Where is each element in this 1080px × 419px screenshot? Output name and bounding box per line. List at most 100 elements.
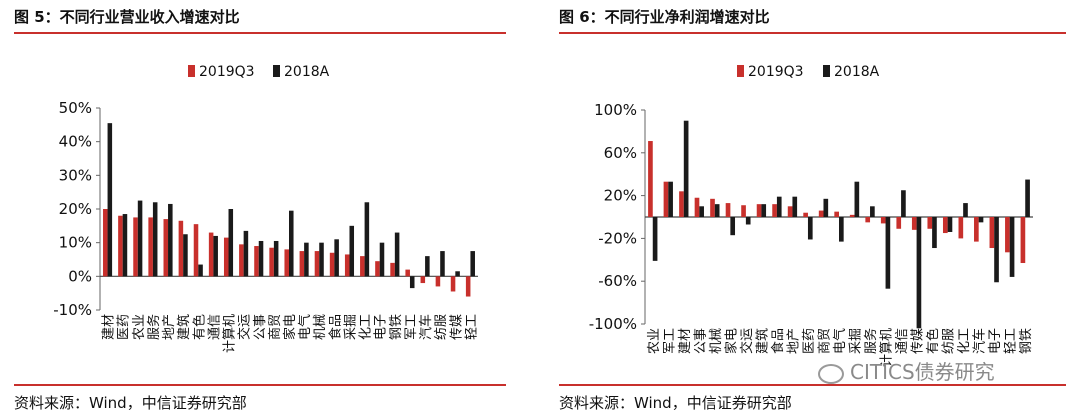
revenue-growth-chart: 2019Q3 2018A -10% 0% 10% 20% 30% 40% 50% 建材 医药 农业 服务… <box>53 64 479 353</box>
bar <box>163 219 169 277</box>
bar <box>420 276 426 284</box>
bar <box>942 217 948 234</box>
source-divider <box>14 384 506 386</box>
x-tick-label: 采掘 <box>343 314 358 340</box>
bar <box>269 247 274 277</box>
bar <box>284 249 289 277</box>
bar <box>823 198 829 217</box>
x-tick-label: 化工 <box>359 314 374 340</box>
y-tick-label: 100% <box>594 101 637 119</box>
y-tick-label: 30% <box>59 166 92 184</box>
y-tick-label: 20% <box>59 200 92 218</box>
bar <box>896 217 902 229</box>
x-tick-label: 汽车 <box>972 328 988 354</box>
x-tick-label: 建材 <box>102 314 117 340</box>
bar <box>390 262 395 277</box>
bar <box>364 202 370 277</box>
bar <box>818 210 824 217</box>
bar <box>258 240 264 277</box>
bar <box>978 217 984 223</box>
wechat-icon <box>818 363 844 384</box>
bar <box>379 242 385 277</box>
bar <box>916 217 922 329</box>
bar <box>730 217 736 236</box>
x-tick-label: 食品 <box>770 328 786 354</box>
bar <box>776 196 782 217</box>
bar <box>772 204 777 217</box>
bar <box>208 232 214 277</box>
y-tick-label: 50% <box>59 99 92 117</box>
legend-swatch <box>273 65 280 77</box>
legend-swatch <box>737 65 744 77</box>
bar <box>714 204 720 217</box>
x-tick-label: 地产 <box>162 314 177 340</box>
bar <box>243 230 249 277</box>
legend-swatch <box>188 65 195 77</box>
bar <box>1020 217 1026 264</box>
x-tick-label: 建材 <box>678 328 693 354</box>
x-tick-label: 有色 <box>925 328 941 354</box>
bar <box>193 224 199 277</box>
legend-label: 2018A <box>834 64 880 80</box>
bar <box>870 206 875 217</box>
x-tick-label: 食品 <box>327 314 343 340</box>
bar <box>319 242 324 277</box>
bar <box>394 232 400 277</box>
bar <box>1005 217 1010 253</box>
bar <box>213 235 218 277</box>
chart-title: 图 6：不同行业净利润增速对比 <box>559 8 770 26</box>
chart-panel-profit: 图 6：不同行业净利润增速对比 2019Q3 2018A -100% -60% -20%… <box>545 0 1080 419</box>
bar <box>994 217 999 283</box>
bar <box>1009 217 1015 277</box>
bar <box>679 191 684 217</box>
chart-panel-revenue: 图 5：不同行业营业收入增速对比 2019Q3 2018A -10% 0% 10% 20%… <box>0 0 520 419</box>
source-divider <box>559 384 1066 386</box>
bar <box>183 234 188 277</box>
bar <box>334 239 339 277</box>
bar <box>137 200 143 277</box>
bar <box>834 211 839 217</box>
x-tick-label: 化工 <box>957 328 972 354</box>
x-tick-label: 家电 <box>723 328 739 354</box>
x-tick-label: 计算机 <box>880 328 895 367</box>
y-tick-label: -20% <box>598 229 637 247</box>
bar <box>122 214 128 277</box>
x-tick-label: 医药 <box>802 328 817 354</box>
x-tick-label: 交运 <box>237 314 253 340</box>
x-tick-label: 机械 <box>709 328 724 354</box>
x-tick-label: 农业 <box>647 328 662 354</box>
x-tick-label: 纺服 <box>942 328 957 354</box>
bar <box>168 203 173 277</box>
x-tick-label: 服务 <box>863 328 879 354</box>
watermark: CITICS债券研究 <box>818 356 995 385</box>
bar <box>103 209 108 277</box>
bar <box>911 217 917 230</box>
bar <box>854 181 860 217</box>
bar <box>425 256 430 277</box>
chart-title: 图 5：不同行业营业收入增速对比 <box>14 8 240 26</box>
bar <box>299 251 305 277</box>
bar <box>648 141 653 217</box>
y-tick-label: 0% <box>68 267 92 285</box>
bar <box>663 181 669 217</box>
bar <box>289 210 294 277</box>
bar <box>694 197 700 217</box>
x-tick-label: 汽车 <box>418 314 434 340</box>
bar <box>963 203 968 217</box>
legend-label: 2019Q3 <box>199 64 255 80</box>
x-tick-label: 采掘 <box>849 328 864 354</box>
bar <box>710 198 715 217</box>
x-tick-label: 纺服 <box>434 314 449 340</box>
x-tick-label: 有色 <box>191 314 207 340</box>
x-tick-label: 轻工 <box>464 314 479 340</box>
x-tick-label: 钢铁 <box>1019 328 1034 354</box>
bar <box>198 264 203 277</box>
bar <box>435 276 441 287</box>
bar <box>178 220 184 277</box>
bar <box>133 217 138 277</box>
bar <box>932 217 937 249</box>
bar <box>683 120 689 217</box>
legend-swatch <box>823 65 830 77</box>
x-tick-label: 建筑 <box>754 328 770 354</box>
bar <box>699 206 704 217</box>
